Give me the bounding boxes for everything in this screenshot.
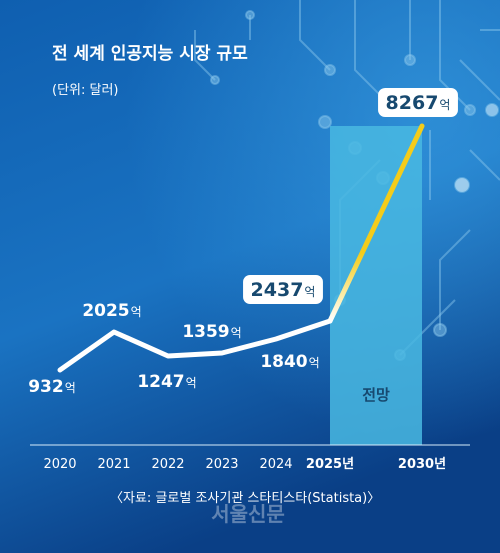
value-label-box (378, 88, 458, 117)
svg-text:2437억: 2437억 (251, 279, 316, 301)
svg-text:1247억: 1247억 (137, 372, 196, 392)
value-label-box (243, 275, 323, 304)
svg-text:932억: 932억 (28, 377, 76, 397)
chart-marks (57, 123, 425, 373)
chart-subtitle: (단위: 달러) (52, 83, 119, 98)
value-label: 2025억 (82, 301, 141, 321)
series-line-actual (57, 318, 333, 373)
forecast-label: 전망 (362, 386, 390, 404)
svg-text:1359억: 1359억 (182, 322, 241, 342)
value-labels: 932억 2025억 1247억 1359억 1840억 2437억 8267억 (28, 88, 458, 397)
source-note: 〈자료: 글로벌 조사기관 스타티스타(Statista)〉 (110, 491, 380, 506)
highlighted-value-label: 2437억 (243, 275, 323, 304)
x-tick-label: 2022 (151, 457, 184, 472)
watermark: 서울신문 (211, 502, 285, 526)
series-line-forecast (327, 123, 425, 324)
value-label: 1359억 (182, 322, 241, 342)
svg-text:1840억: 1840억 (260, 352, 319, 372)
value-label: 1840억 (260, 352, 319, 372)
value-label: 1247억 (137, 372, 196, 392)
x-tick-label: 2021 (97, 457, 130, 472)
x-tick-labels: 2020 2021 2022 2023 2024 2025년 2030년 (43, 457, 446, 472)
svg-text:8267억: 8267억 (386, 92, 451, 114)
value-label: 932억 (28, 377, 76, 397)
svg-text:2025억: 2025억 (82, 301, 141, 321)
x-tick-label: 2025년 (306, 457, 354, 472)
x-tick-label: 2030년 (398, 457, 446, 472)
x-tick-label: 2020 (43, 457, 76, 472)
x-tick-label: 2023 (205, 457, 238, 472)
highlighted-value-label: 8267억 (378, 88, 458, 117)
chart-title: 전 세계 인공지능 시장 규모 (52, 44, 248, 64)
x-tick-label: 2024 (259, 457, 292, 472)
